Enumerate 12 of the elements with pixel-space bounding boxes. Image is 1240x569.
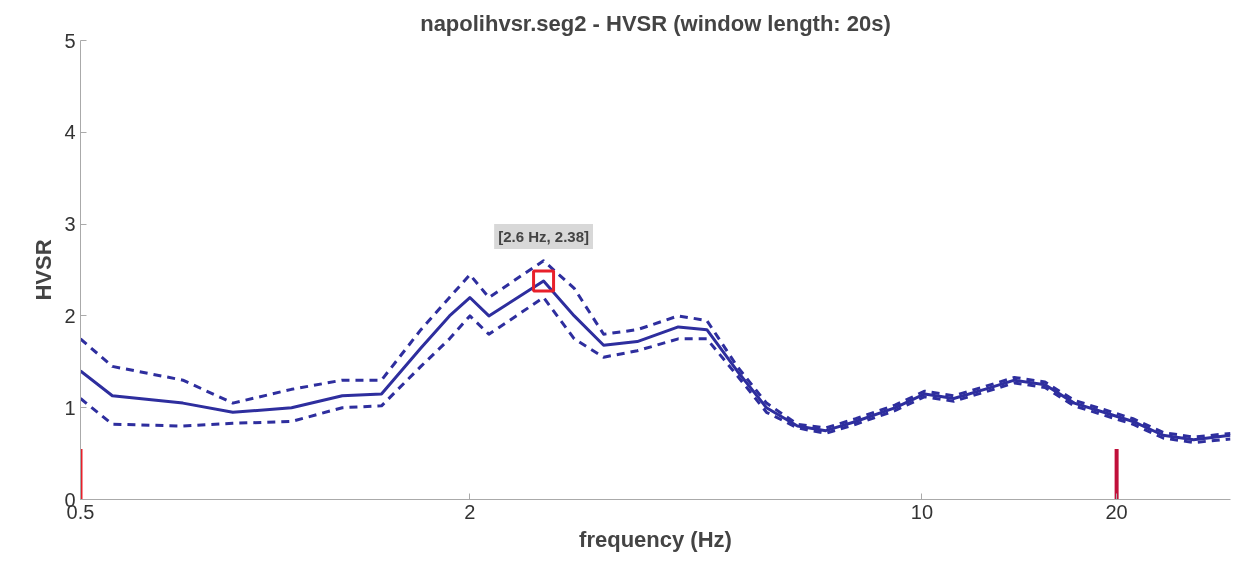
y-tick-label: 5 <box>64 29 76 52</box>
annotation: [2.6 Hz, 2.38] <box>498 228 590 246</box>
y-tick-label: 2 <box>64 304 76 327</box>
y-tick-label: 3 <box>64 213 76 236</box>
x-tick-label: 20 <box>1105 500 1128 523</box>
x-axis-title: frequency (Hz) <box>579 526 732 552</box>
y-axis-title: HVSR <box>31 239 57 301</box>
x-tick-label: 2 <box>464 500 476 523</box>
chart-title: napolihvsr.seg2 - HVSR (window length: 20s) <box>420 10 891 36</box>
y-tick-label: 4 <box>64 121 76 144</box>
x-tick-label: 10 <box>910 500 934 523</box>
y-tick-label: 1 <box>64 396 76 419</box>
